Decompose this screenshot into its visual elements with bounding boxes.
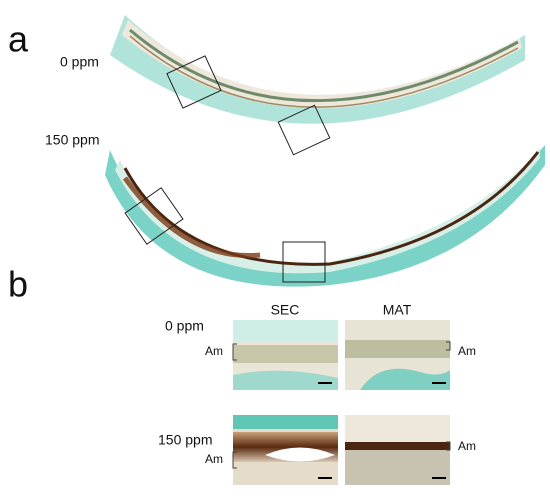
inset-box [277, 104, 331, 156]
annotation: Am [205, 344, 223, 358]
micrograph [233, 415, 338, 485]
bracket [232, 343, 237, 361]
bracket [232, 451, 237, 469]
panel-label: a [8, 19, 29, 60]
inset-box [124, 187, 184, 245]
row-label: 150 ppm [45, 132, 99, 148]
micrograph [345, 320, 450, 390]
inset-box [282, 241, 326, 283]
annotation: Am [458, 344, 476, 358]
row-label: 0 ppm [60, 54, 99, 70]
panel-label: b [8, 264, 28, 305]
row-label: 0 ppm [165, 318, 204, 334]
inset-box [166, 55, 222, 109]
bracket [446, 441, 451, 451]
bracket [446, 341, 451, 351]
column-label: SEC [271, 302, 300, 318]
micrograph [233, 320, 338, 390]
annotation: Am [205, 452, 223, 466]
micrograph [345, 415, 450, 485]
tissue-section [110, 15, 525, 124]
column-label: MAT [383, 302, 412, 318]
row-label: 150 ppm [158, 432, 212, 448]
tissue-section [105, 145, 545, 287]
annotation: Am [458, 439, 476, 453]
